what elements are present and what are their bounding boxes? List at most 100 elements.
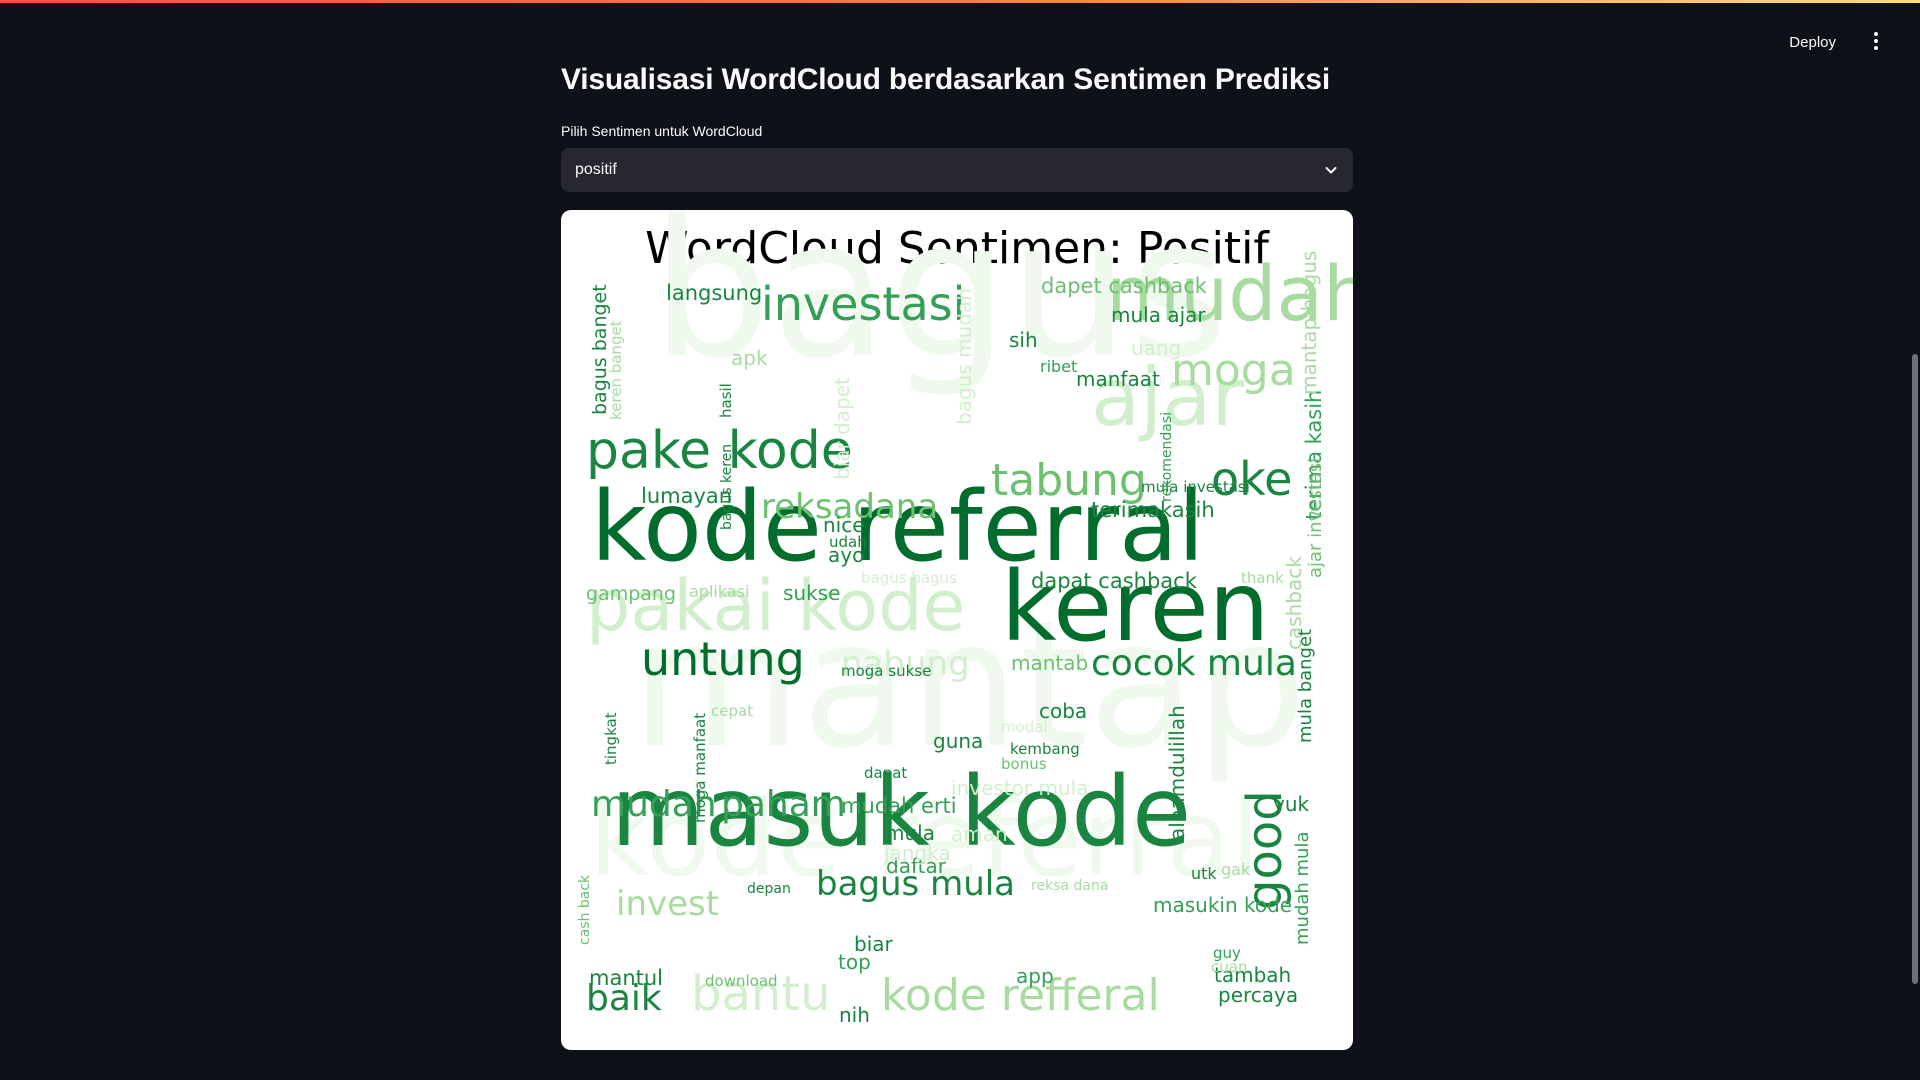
word-tabung: tabung [991, 455, 1147, 506]
word-good: good [1237, 790, 1293, 910]
word-ribet: ribet [1040, 357, 1077, 376]
word-untung: untung [641, 632, 805, 686]
word-pakai-kode: pakai kode [586, 565, 966, 647]
word-udah: udah [829, 533, 867, 551]
word-daftar: daftar [886, 854, 947, 878]
word-bagus-mudah: bagus mudah [952, 288, 976, 425]
word-nih: nih [839, 1003, 870, 1027]
word-reksa-dana: reksa dana [1031, 878, 1108, 894]
word-invest: invest [616, 884, 719, 924]
word-kode-referral: kode referral [589, 778, 1260, 900]
word-tambah: tambah [1214, 963, 1291, 987]
word-thank: thank [1241, 569, 1284, 587]
wordcloud-chart: WordCloud Sentimen: Positif bagus mantap k… [561, 210, 1353, 1050]
word-aman: aman [951, 822, 1008, 846]
word-yuk: yuk [1273, 792, 1310, 816]
word-pake-kode: pake kode [586, 421, 853, 481]
word-uang: uang [1131, 336, 1181, 360]
word-sih: sih [1009, 328, 1038, 352]
wordcloud-svg: WordCloud Sentimen: Positif bagusmantapk… [577, 210, 1353, 1027]
word-bagus-banget: bagus banget [589, 284, 611, 415]
word-nabung: nabung [841, 644, 970, 684]
word-terimakasih: terimakasih [1091, 498, 1215, 522]
word-kode-refferal: kode refferal [881, 970, 1160, 1021]
word-langsung: langsung [666, 281, 762, 305]
word-investasi: investasi [761, 277, 965, 331]
word-keren: keren [1001, 551, 1270, 663]
word-reksadana: reksadana [761, 487, 938, 527]
word-percaya: percaya [1218, 983, 1298, 1007]
word-ajar-investasi: ajar investasi [1305, 458, 1326, 578]
word-rekomendasi: rekomendasi [1159, 412, 1175, 502]
word-mula-banget: mula banget [1295, 629, 1316, 743]
word-terima-kasih: terima kasih [1302, 390, 1326, 520]
word-sukse: sukse [783, 581, 840, 605]
word-guy: guy [1213, 944, 1241, 962]
word-download: download [705, 972, 778, 990]
word-moga-manfaat: moga manfaat [691, 713, 709, 823]
word-lumayan: lumayan [641, 484, 732, 508]
word-cocok-mula: cocok mula [1091, 643, 1297, 684]
kebab-menu-icon[interactable] [1866, 29, 1886, 55]
word-bagus-mula: bagus mula [816, 864, 1015, 904]
word-mantul: mantul [589, 966, 663, 990]
word-cashback: cashback [1282, 556, 1306, 650]
scrollbar[interactable] [1906, 0, 1920, 1080]
word-paham: paham [721, 784, 846, 825]
word-hasil: hasil [717, 383, 735, 418]
top-accent-bar [0, 0, 1920, 3]
word-mudah: mudah [1106, 249, 1353, 338]
word-mantap-bagus: mantap bagus [1297, 251, 1321, 395]
word-masuk-kode: masuk kode [611, 756, 1191, 868]
word-investor-mula: investor mula [951, 776, 1088, 800]
word-apk: apk [731, 346, 768, 370]
word-kode-referral: kode referral [591, 471, 1204, 583]
word-masukin-kode: masukin kode [1153, 893, 1292, 917]
sentiment-select[interactable]: positif [561, 148, 1353, 192]
word-keren-banget: keren banget [607, 320, 625, 420]
word-moga: moga [1171, 345, 1296, 396]
word-mula-investasi: mula investasi [1141, 478, 1250, 496]
word-nice: nice [823, 513, 865, 537]
chevron-down-icon [1323, 162, 1339, 178]
word-jangka: jangka [883, 841, 951, 865]
word-baik: baik [586, 978, 662, 1019]
word-cash-back: cash back [577, 874, 593, 945]
select-label: Pilih Sentimen untuk WordCloud [561, 123, 763, 139]
word-bagus-keren: bagus keren [719, 444, 735, 530]
word-depan: depan [747, 881, 791, 897]
word-kembang: kembang [1010, 740, 1080, 758]
deploy-button[interactable]: Deploy [1789, 34, 1836, 51]
word-coba: coba [1039, 699, 1087, 723]
word-moga-sukse: moga sukse [841, 662, 931, 680]
word-manfaat: manfaat [1076, 367, 1160, 391]
select-value: positif [575, 161, 617, 178]
word-mudah-mula: mudah mula [1292, 831, 1313, 945]
word-aplikasi: aplikasi [689, 582, 749, 601]
word-guna: guna [933, 729, 983, 753]
word-bagus: bagus [651, 210, 1228, 400]
word-app: app [1016, 964, 1054, 988]
word-bagus-bagus: bagus bagus [861, 569, 957, 587]
word-mula-ajar: mula ajar [1111, 303, 1206, 327]
word-dapat: dapat [864, 764, 907, 782]
scrollbar-thumb[interactable] [1912, 354, 1918, 984]
word-tingkat: tingkat [602, 712, 620, 765]
word-mudah-erti: mudah erti [841, 794, 957, 818]
word-modal: modal [1001, 718, 1048, 736]
page-title: Visualisasi WordCloud berdasarkan Sentim… [561, 63, 1330, 96]
word-mantab: mantab [1011, 651, 1088, 675]
app-header: Deploy [1620, 3, 1920, 77]
word-cepat: cepat [711, 702, 753, 720]
word-mula: mula [885, 821, 935, 845]
word-ajar: ajar [1091, 351, 1244, 444]
word-oke: oke [1211, 452, 1292, 506]
word-mantap: mantap [631, 584, 1307, 787]
word-biar-dapet: biar dapet [830, 377, 854, 480]
word-top: top [838, 950, 871, 974]
word-dapat-cashback: dapat cashback [1031, 569, 1198, 593]
word-ayo: ayo [828, 543, 864, 567]
word-mudah: mudah [591, 784, 717, 825]
word-cuan: cuan [1211, 958, 1247, 976]
